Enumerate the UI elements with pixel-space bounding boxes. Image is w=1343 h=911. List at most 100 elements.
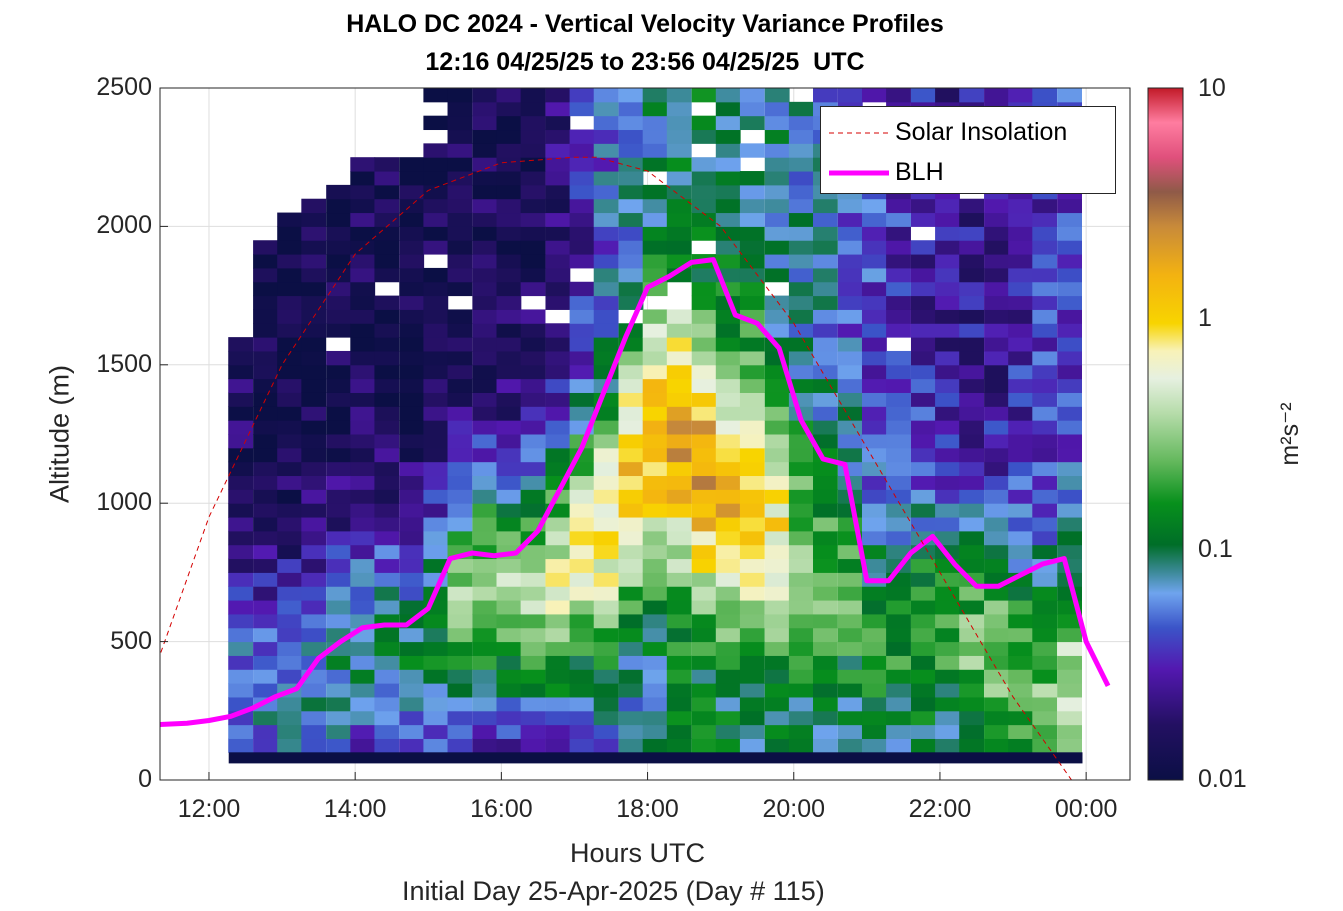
heatmap-cell bbox=[496, 295, 522, 310]
heatmap-cell bbox=[301, 378, 327, 393]
heatmap-cell bbox=[253, 281, 278, 297]
heatmap-cell bbox=[350, 240, 376, 255]
heatmap-cell bbox=[228, 641, 254, 656]
heatmap-cell bbox=[545, 613, 571, 629]
heatmap-cell bbox=[642, 683, 668, 698]
heatmap-cell bbox=[886, 683, 911, 698]
heatmap-cell bbox=[739, 572, 765, 587]
heatmap-cell bbox=[423, 364, 449, 380]
heatmap-cell bbox=[715, 212, 741, 227]
heatmap-cell bbox=[350, 710, 376, 726]
heatmap-cell bbox=[326, 323, 352, 338]
heatmap-cell bbox=[569, 669, 595, 684]
colorbar-tick-1: 1 bbox=[1198, 304, 1212, 332]
heatmap-cell bbox=[569, 406, 595, 421]
heatmap-cell bbox=[764, 738, 790, 753]
heatmap-cell bbox=[886, 392, 911, 407]
heatmap-cell bbox=[472, 641, 498, 656]
heatmap-cell bbox=[277, 226, 303, 241]
heatmap-cell bbox=[739, 143, 765, 158]
heatmap-cell bbox=[910, 323, 936, 338]
heatmap-cell bbox=[301, 544, 327, 560]
heatmap-cell bbox=[764, 406, 790, 421]
heatmap-cell bbox=[813, 434, 838, 449]
heatmap-cell bbox=[569, 475, 595, 490]
heatmap-cell bbox=[472, 696, 498, 712]
heatmap-cell bbox=[545, 143, 571, 158]
heatmap-cell bbox=[374, 503, 400, 518]
heatmap-cell bbox=[618, 558, 644, 573]
heatmap-cell bbox=[569, 724, 595, 739]
heatmap-cell bbox=[910, 503, 936, 518]
heatmap-cell bbox=[959, 600, 985, 615]
heatmap-cell bbox=[350, 696, 376, 712]
heatmap-cell bbox=[861, 267, 887, 283]
heatmap-cell bbox=[1057, 461, 1082, 477]
heatmap-cell bbox=[935, 613, 960, 629]
heatmap-cell bbox=[350, 434, 376, 449]
heatmap-cell bbox=[569, 544, 595, 560]
heatmap-cell bbox=[984, 738, 1009, 753]
heatmap-cell bbox=[593, 88, 619, 103]
heatmap-cell bbox=[1057, 738, 1082, 753]
heatmap-cell bbox=[545, 364, 571, 380]
heatmap-cell bbox=[715, 406, 741, 421]
heatmap-cell bbox=[959, 655, 985, 670]
heatmap-cell bbox=[1032, 198, 1058, 214]
heatmap-cell bbox=[837, 696, 863, 712]
heatmap-cell bbox=[277, 364, 303, 380]
heatmap-cell bbox=[691, 157, 717, 172]
heatmap-cell bbox=[569, 600, 595, 615]
heatmap-cell bbox=[715, 392, 741, 407]
heatmap-cell bbox=[1032, 710, 1058, 726]
heatmap-cell bbox=[813, 350, 838, 366]
heatmap-cell bbox=[253, 406, 278, 421]
heatmap-cell bbox=[399, 461, 425, 477]
heatmap-cell bbox=[691, 613, 717, 629]
heatmap-cell bbox=[520, 212, 546, 227]
heatmap-cell bbox=[861, 544, 887, 560]
heatmap-cell bbox=[886, 226, 911, 241]
heatmap-cell bbox=[861, 406, 887, 421]
heatmap-cell bbox=[764, 267, 790, 283]
heatmap-cell bbox=[739, 627, 765, 643]
heatmap-cell bbox=[1008, 323, 1034, 338]
heatmap-cell bbox=[715, 350, 741, 366]
heatmap-cell bbox=[837, 586, 863, 601]
heatmap-cell bbox=[301, 724, 327, 739]
heatmap-cell bbox=[691, 378, 717, 393]
heatmap-cell bbox=[520, 586, 546, 601]
heatmap-cell bbox=[1057, 627, 1082, 643]
heatmap-cell bbox=[253, 378, 278, 393]
heatmap-cell bbox=[447, 724, 473, 739]
heatmap-cell bbox=[447, 558, 473, 573]
heatmap-cell bbox=[691, 558, 717, 573]
heatmap-cell bbox=[861, 323, 887, 338]
heatmap-cell bbox=[228, 503, 254, 518]
heatmap-cell bbox=[399, 517, 425, 532]
heatmap-cell bbox=[423, 738, 449, 753]
heatmap-cell bbox=[350, 226, 376, 241]
heatmap-cell bbox=[326, 267, 352, 283]
heatmap-cell bbox=[326, 669, 352, 684]
heatmap-cell bbox=[715, 586, 741, 601]
heatmap-cell bbox=[886, 198, 911, 214]
heatmap-cell bbox=[1057, 544, 1082, 560]
heatmap-cell bbox=[618, 600, 644, 615]
heatmap-cell bbox=[472, 447, 498, 463]
heatmap-cell bbox=[301, 295, 327, 310]
heatmap-cell bbox=[277, 461, 303, 477]
heatmap-cell bbox=[861, 517, 887, 532]
heatmap-cell bbox=[764, 378, 790, 393]
heatmap-cell bbox=[910, 364, 936, 380]
heatmap-cell bbox=[666, 447, 692, 463]
heatmap-cell bbox=[1008, 281, 1034, 297]
heatmap-cell bbox=[326, 655, 352, 670]
heatmap-cell bbox=[593, 572, 619, 587]
heatmap-cell bbox=[788, 212, 814, 227]
heatmap-cell bbox=[447, 323, 473, 338]
heatmap-cell bbox=[228, 669, 254, 684]
heatmap-cell bbox=[545, 572, 571, 587]
heatmap-cell bbox=[935, 420, 960, 435]
heatmap-cell bbox=[593, 683, 619, 698]
